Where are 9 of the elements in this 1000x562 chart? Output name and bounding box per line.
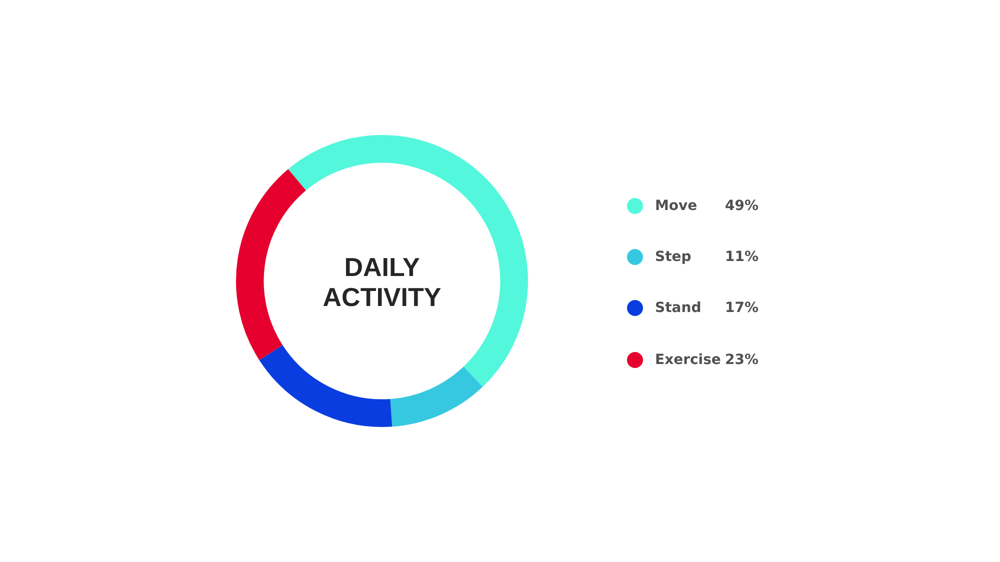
data-label: 49% [725, 198, 759, 214]
legend-label: Step [655, 248, 692, 265]
legend-label: Move [655, 198, 698, 214]
legend-label: Stand [655, 300, 702, 316]
text: DAILY ACTIVITY [322, 252, 442, 312]
legend-label: Exercise [655, 352, 722, 368]
data-label: 17% [725, 300, 759, 316]
data-label: 11% [725, 248, 759, 265]
data-label: 23% [725, 352, 759, 368]
